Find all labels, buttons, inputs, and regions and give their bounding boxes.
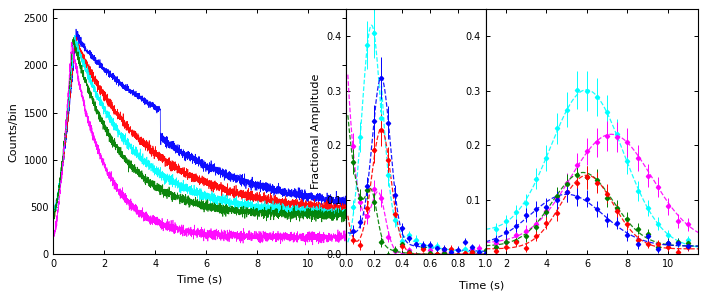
Y-axis label: Counts/bin: Counts/bin — [8, 102, 18, 161]
Y-axis label: Fractional Amplitude: Fractional Amplitude — [311, 74, 320, 189]
X-axis label: Time (s): Time (s) — [177, 275, 223, 285]
Text: Time (s): Time (s) — [459, 280, 505, 290]
